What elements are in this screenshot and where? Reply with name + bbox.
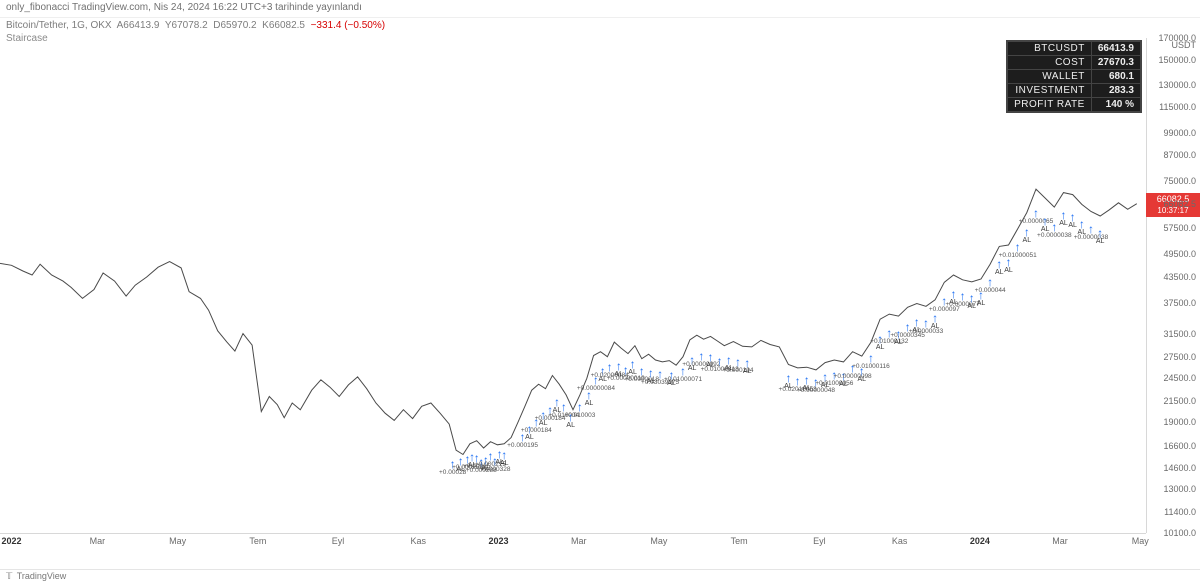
x-tick: Mar (571, 536, 587, 546)
y-tick: 130000.0 (1158, 80, 1196, 90)
infobox-key: WALLET (1008, 70, 1092, 84)
y-tick: 150000.0 (1158, 55, 1196, 65)
ohlc-line: Bitcoin/Tether, 1G, OKX A66413.9 Y67078.… (0, 18, 1200, 33)
x-tick: Eyl (332, 536, 345, 546)
y-tick: 31500.0 (1163, 329, 1196, 339)
plot-surface[interactable]: ↑+0.00028↑AL↑+0.000258↑AL↑+0.00025↑+0.00… (0, 38, 1146, 533)
open: A66413.9 (117, 20, 160, 31)
infobox-val: 140 % (1091, 98, 1140, 112)
close: K66082.5 (262, 20, 305, 31)
y-tick: 13000.0 (1163, 484, 1196, 494)
y-tick: 27500.0 (1163, 352, 1196, 362)
x-tick: Tem (731, 536, 748, 546)
infobox-row: PROFIT RATE140 % (1008, 98, 1141, 112)
y-tick: 57500.0 (1163, 223, 1196, 233)
chart-root: only_fibonacci TradingView.com, Nis 24, … (0, 0, 1200, 583)
chart-area[interactable]: ↑+0.00028↑AL↑+0.000258↑AL↑+0.00025↑+0.00… (0, 38, 1200, 551)
infobox-row: INVESTMENT283.3 (1008, 84, 1141, 98)
x-tick: 2023 (488, 536, 508, 546)
footer: TradingView (0, 569, 1200, 583)
x-tick: May (650, 536, 667, 546)
y-tick: 99000.0 (1163, 128, 1196, 138)
x-tick: Tem (249, 536, 266, 546)
y-tick: 87000.0 (1163, 150, 1196, 160)
y-tick: 10100.0 (1163, 528, 1196, 538)
x-tick: May (169, 536, 186, 546)
low: D65970.2 (213, 20, 256, 31)
timestamp: Nis 24, 2024 16:22 UTC+3 (154, 2, 273, 13)
y-tick: 37500.0 (1163, 298, 1196, 308)
brand-text: TradingView (17, 571, 67, 581)
y-tick: 21500.0 (1163, 396, 1196, 406)
y-tick: 115000.0 (1159, 102, 1196, 112)
infobox-key: BTCUSDT (1008, 42, 1092, 56)
change: −331.4 (−0.50%) (311, 20, 386, 31)
infobox-key: PROFIT RATE (1008, 98, 1092, 112)
infobox-val: 680.1 (1091, 70, 1140, 84)
brand-logo-icon (6, 571, 14, 581)
y-tick: 16600.0 (1163, 441, 1196, 451)
y-axis[interactable]: USDT 66082.5 10:37:17 170000.0150000.013… (1146, 38, 1200, 533)
infobox-val: 283.3 (1091, 84, 1140, 98)
y-tick: 49500.0 (1163, 249, 1196, 259)
infobox-val: 27670.3 (1091, 56, 1140, 70)
strategy-infobox: BTCUSDT66413.9COST27670.3WALLET680.1INVE… (1006, 40, 1142, 113)
infobox-row: WALLET680.1 (1008, 70, 1141, 84)
infobox-val: 66413.9 (1091, 42, 1140, 56)
infobox-key: COST (1008, 56, 1092, 70)
publisher: only_fibonacci (6, 2, 69, 13)
x-tick: Kas (892, 536, 908, 546)
y-tick: 75000.0 (1163, 176, 1196, 186)
y-tick: 14600.0 (1163, 463, 1196, 473)
publish-header: only_fibonacci TradingView.com, Nis 24, … (0, 0, 1200, 18)
infobox-key: INVESTMENT (1008, 84, 1092, 98)
x-tick: Eyl (813, 536, 826, 546)
site: TradingView.com (72, 2, 148, 13)
symbol: Bitcoin/Tether, 1G, OKX (6, 20, 112, 31)
y-tick: 66082.5 (1163, 199, 1196, 209)
x-axis[interactable]: 2022 Mar May Tem Eyl Kas 2023 Mar May Tem Eyl Kas 20… (0, 533, 1146, 551)
x-tick: Kas (411, 536, 427, 546)
x-tick: 2022 (1, 536, 21, 546)
high: Y67078.2 (165, 20, 208, 31)
price-line (0, 38, 1146, 533)
y-tick: 43500.0 (1163, 272, 1196, 282)
y-tick: 170000.0 (1158, 33, 1196, 43)
infobox-row: BTCUSDT66413.9 (1008, 42, 1141, 56)
infobox-row: COST27670.3 (1008, 56, 1141, 70)
x-tick: 2024 (970, 536, 990, 546)
x-tick: May (1132, 536, 1149, 546)
y-tick: 19000.0 (1163, 417, 1196, 427)
y-tick: 24500.0 (1163, 373, 1196, 383)
y-tick: 11400.0 (1164, 507, 1196, 517)
x-tick: Mar (1052, 536, 1068, 546)
x-tick: Mar (90, 536, 106, 546)
suffix: tarihinde yayınlandı (275, 2, 362, 13)
